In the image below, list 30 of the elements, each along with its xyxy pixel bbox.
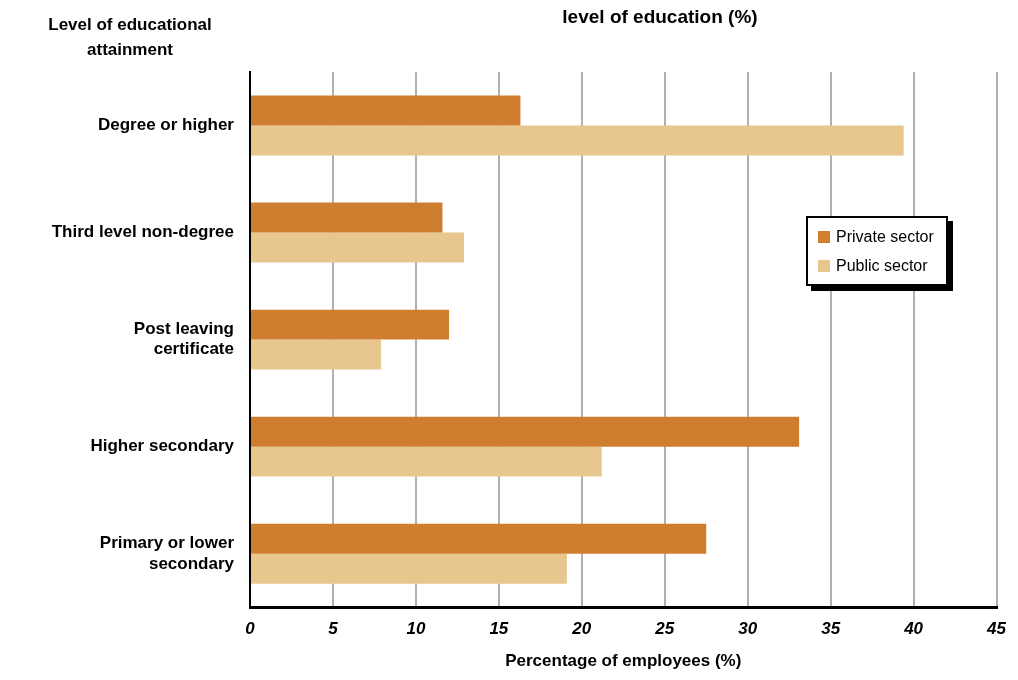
x-tick-label: 30	[738, 619, 758, 639]
legend-label: Private sector	[835, 226, 934, 247]
x-tick-label: 0	[245, 619, 256, 639]
x-tick-label: 45	[986, 619, 1007, 639]
y-axis-title: Level of educational attainment	[47, 14, 213, 61]
y-tick-label: Higher secondary	[90, 436, 235, 456]
x-tick-label: 10	[406, 619, 426, 639]
bar	[251, 523, 707, 554]
x-tick-label: 15	[489, 619, 509, 639]
bar	[251, 309, 450, 340]
y-tick-label: Primary or lower secondary	[99, 533, 235, 573]
bar	[251, 202, 443, 233]
x-axis-title: Percentage of employees (%)	[505, 651, 742, 671]
x-tick-label: 40	[903, 619, 924, 639]
y-tick-label: Degree or higher	[97, 115, 235, 135]
x-tick-label: 5	[328, 619, 339, 639]
legend-label: Public sector	[835, 255, 929, 276]
y-tick-label: Post leaving certificate	[133, 319, 234, 359]
x-tick-label: 20	[571, 619, 592, 639]
bar	[251, 416, 800, 447]
bar	[251, 553, 567, 584]
y-tick-label: Third level non-degree	[51, 222, 234, 242]
x-tick-label: 25	[654, 619, 675, 639]
bar	[251, 95, 521, 126]
bar	[251, 125, 904, 156]
chart-title: level of education (%)	[561, 6, 759, 28]
bar	[251, 232, 465, 263]
x-tick-label: 35	[821, 619, 841, 639]
bar	[251, 339, 382, 370]
bar	[251, 446, 602, 477]
